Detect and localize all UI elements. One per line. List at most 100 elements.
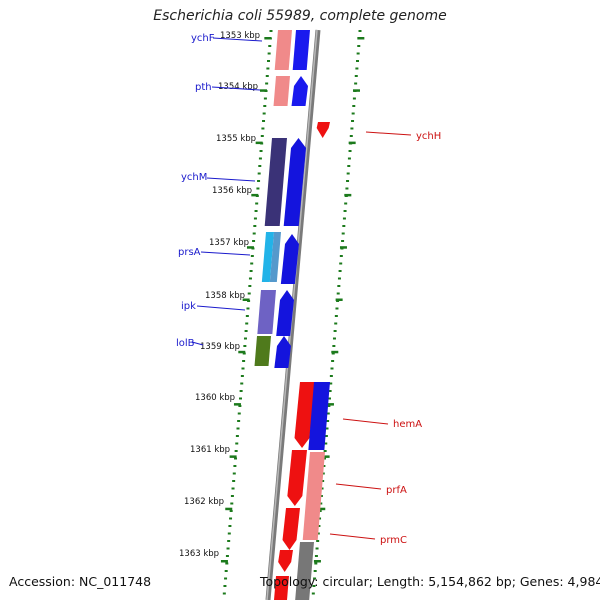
ruler-dot: [227, 532, 231, 535]
ruler-dot: [234, 450, 238, 452]
gene-block-hemA: [308, 382, 330, 450]
ruler-dot: [250, 262, 254, 265]
ruler-dot: [238, 397, 242, 400]
gene-label-prfA: prfA: [386, 485, 407, 496]
ruler-dot: [352, 105, 356, 107]
ruler-dot: [322, 465, 326, 467]
ruler-dot: [232, 480, 236, 482]
ruler-dot: [243, 345, 247, 347]
ruler-dot: [325, 427, 329, 430]
ruler-major-tick: [331, 350, 339, 354]
ruler-dot: [230, 495, 234, 497]
ruler-dot: [349, 135, 353, 137]
tick-label-1362: 1362 kbp: [184, 497, 224, 507]
ruler-major-tick: [259, 89, 267, 92]
ruler-dot: [329, 375, 333, 377]
ruler-dot: [236, 427, 240, 430]
ruler-dot: [351, 120, 355, 122]
ruler-dot: [346, 172, 350, 175]
ruler-dot: [248, 277, 252, 280]
ruler-dot: [332, 345, 336, 347]
ruler-dot: [331, 352, 335, 355]
gene-arrow-ychH: [316, 122, 330, 138]
ruler-dot: [324, 435, 328, 437]
ruler-dot: [253, 217, 257, 220]
gene-arrow-hemA-left: [294, 382, 315, 448]
ruler-dot: [343, 210, 347, 212]
gene-label-ychH: ychH: [416, 131, 441, 142]
ruler-dot: [320, 487, 324, 490]
ruler-dot: [314, 555, 318, 557]
ruler-dot: [244, 330, 248, 332]
ruler-dot: [323, 450, 327, 452]
ruler-dot: [341, 232, 345, 235]
ruler-dot: [237, 412, 241, 415]
ruler-major-tick: [225, 507, 233, 511]
ruler-major-tick: [264, 37, 272, 40]
gene-leader-prmC: [329, 533, 376, 540]
ruler-dot: [257, 172, 261, 175]
ruler-major-tick: [357, 37, 365, 40]
ruler-dot: [326, 412, 330, 415]
gene-label-ychF: ychF: [191, 33, 215, 44]
ruler-dot: [229, 510, 233, 512]
ruler-dot: [233, 465, 237, 467]
ruler-dot: [225, 555, 229, 557]
tick-label-1359: 1359 kbp: [200, 342, 240, 352]
ruler-dot: [252, 240, 256, 242]
ruler-dot: [318, 517, 322, 520]
accession-text: Accession: NC_011748: [9, 574, 152, 589]
ruler-dot: [269, 30, 273, 32]
ruler-dot: [354, 75, 358, 77]
ruler-dot: [351, 112, 355, 115]
tick-label-1353: 1353 kbp: [220, 31, 260, 41]
genome-summary: Topology: circular; Length: 5,154,862 bp…: [260, 574, 600, 589]
ruler-major-tick: [220, 560, 228, 563]
gene-label-prmC: prmC: [380, 535, 407, 546]
tick-label-1363: 1363 kbp: [179, 549, 219, 559]
ruler-dot: [338, 270, 342, 272]
gene-leader-lolB: [191, 341, 204, 346]
ruler-dot: [262, 120, 266, 122]
gene-block-lolB: [254, 336, 271, 366]
ruler-dot: [334, 322, 338, 325]
gene-leader-ychM: [206, 177, 256, 182]
gene-leader-ychH: [365, 131, 412, 136]
gene-label-ychM: ychM: [181, 172, 207, 183]
ruler-dot: [245, 322, 249, 325]
ruler-dot: [227, 540, 231, 542]
ruler-dot: [238, 405, 242, 407]
ruler-major-tick: [251, 193, 259, 197]
tick-label-1361: 1361 kbp: [190, 445, 230, 455]
ruler-major-tick: [238, 350, 246, 354]
ruler-dot: [313, 570, 317, 572]
ruler-dot: [347, 165, 351, 167]
gene-arrow-pth: [291, 76, 308, 106]
gene-label-prsA: prsA: [178, 247, 201, 258]
gene-block-prsA-2: [269, 232, 281, 282]
gene-block-ipk: [257, 290, 276, 334]
ruler-dot: [339, 255, 343, 257]
gene-block-prsA: [261, 232, 274, 282]
ruler-dot: [348, 150, 352, 152]
ruler-dot: [313, 577, 317, 580]
ruler-dot: [222, 592, 226, 595]
tick-label-1354: 1354 kbp: [218, 82, 258, 92]
ruler-dot: [249, 270, 253, 272]
ruler-dot: [336, 292, 340, 295]
gene-arrow-prmC: [282, 508, 300, 550]
gene-block-ychM: [264, 138, 287, 226]
ruler-major-tick: [322, 455, 330, 458]
tick-label-1357: 1357 kbp: [209, 238, 249, 248]
ruler-dot: [318, 510, 322, 512]
ruler-dot: [268, 45, 272, 47]
ruler-major-tick: [335, 298, 343, 301]
ruler-dot: [255, 202, 259, 205]
ruler-dot: [242, 360, 246, 362]
ruler-dot: [250, 255, 254, 257]
ruler-dot: [267, 52, 271, 55]
ruler-dot: [335, 307, 339, 310]
gene-label-ipk: ipk: [181, 301, 196, 312]
